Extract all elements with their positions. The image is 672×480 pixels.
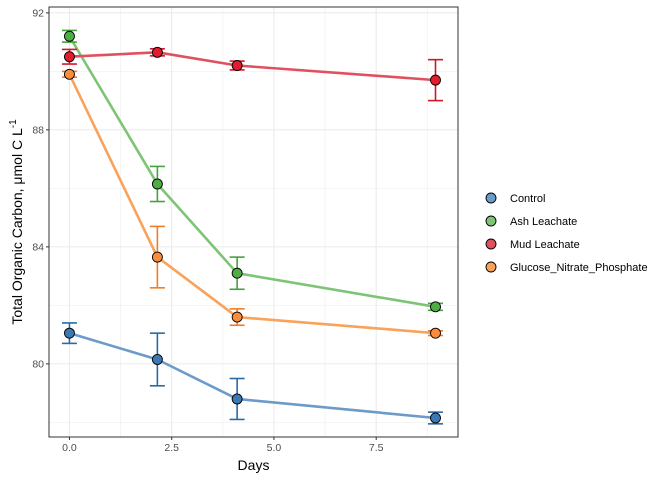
x-axis-title: Days bbox=[238, 457, 270, 473]
legend: Control Ash Leachate Mud Leachate Glucose_N… bbox=[485, 192, 648, 274]
legend-key-mud-leachate bbox=[485, 238, 497, 250]
point-ash-leachate bbox=[63, 30, 75, 42]
y-tick-label: 80 bbox=[32, 358, 44, 370]
y-tick-label: 84 bbox=[32, 241, 44, 253]
point-glucose-nitrate-phosphate bbox=[430, 327, 441, 339]
legend-label-glucose-nitrate-phosphate: Glucose_Nitrate_Phosphate bbox=[510, 262, 648, 274]
error-bars bbox=[61, 29, 444, 425]
x-tick-label: 7.5 bbox=[369, 442, 384, 454]
legend-label-ash-leachate: Ash Leachate bbox=[510, 216, 577, 228]
point-mud-leachate bbox=[430, 74, 441, 86]
series-line-glucose-nitrate-phosphate bbox=[68, 72, 437, 335]
y-axis-title: Total Organic Carbon, μmol C L-1 bbox=[8, 119, 25, 325]
point-glucose-nitrate-phosphate bbox=[151, 251, 163, 263]
point-glucose-nitrate-phosphate bbox=[231, 311, 243, 323]
x-axis: 0.0 2.5 5.0 7.5 bbox=[62, 437, 384, 454]
data-points bbox=[63, 30, 441, 424]
legend-label-mud-leachate: Mud Leachate bbox=[510, 239, 580, 251]
point-ash-leachate bbox=[430, 301, 441, 313]
series-line-ash-leachate bbox=[68, 34, 437, 309]
point-mud-leachate bbox=[151, 46, 163, 58]
x-tick-label: 5.0 bbox=[267, 442, 282, 454]
series-line-control bbox=[68, 331, 437, 420]
point-ash-leachate bbox=[231, 267, 243, 279]
series-line-mud-leachate bbox=[68, 51, 437, 82]
legend-key-glucose-nitrate-phosphate bbox=[485, 261, 497, 273]
point-control bbox=[63, 327, 75, 339]
plot-background bbox=[49, 7, 458, 437]
plot-border bbox=[48, 6, 459, 438]
y-tick-label: 92 bbox=[32, 7, 44, 19]
point-control bbox=[151, 354, 163, 365]
y-tick-label: 88 bbox=[32, 124, 44, 136]
legend-key-control bbox=[485, 192, 497, 204]
point-mud-leachate bbox=[231, 60, 243, 71]
point-mud-leachate bbox=[63, 51, 75, 63]
x-tick-label: 2.5 bbox=[164, 442, 179, 454]
legend-key-ash-leachate bbox=[485, 215, 497, 227]
legend-label-control: Control bbox=[510, 193, 545, 205]
point-ash-leachate bbox=[151, 178, 163, 190]
point-control bbox=[231, 393, 243, 405]
point-glucose-nitrate-phosphate bbox=[63, 68, 75, 80]
series-lines bbox=[68, 34, 437, 420]
y-axis: 80 84 88 92 bbox=[32, 7, 49, 370]
x-tick-label: 0.0 bbox=[62, 442, 77, 454]
y-axis-title-text: Total Organic Carbon, μmol C L bbox=[9, 128, 25, 325]
point-control bbox=[430, 412, 441, 424]
y-axis-title-superscript: -1 bbox=[8, 119, 19, 128]
